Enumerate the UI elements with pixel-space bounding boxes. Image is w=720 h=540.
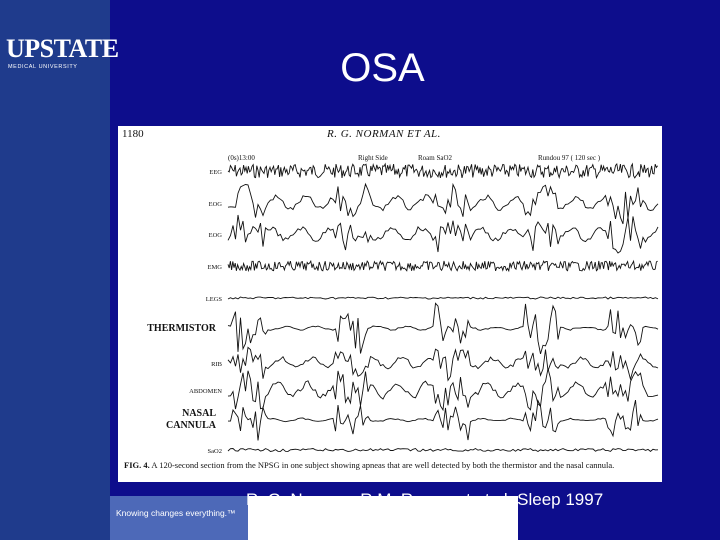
channel-label: EOG xyxy=(209,201,223,208)
tagline-box: Knowing changes everything.™ xyxy=(110,496,248,540)
header-mark: (0s)13:00 xyxy=(228,154,255,162)
figure-caption: FIG. 4. A 120-second section from the NP… xyxy=(124,460,656,470)
trace-eeg xyxy=(227,162,658,180)
figure-header-marks: (0s)13:00 Right Side Roam SaO2 Rundou 97 ( … xyxy=(228,154,601,162)
trace-eog xyxy=(227,214,659,254)
figure-header: 1180 R. G. NORMAN ET AL. xyxy=(122,128,658,142)
caption-text: A 120-second section from the NPSG in on… xyxy=(151,460,615,470)
trace-sao2 xyxy=(227,447,659,453)
channel-label: SaO2 xyxy=(208,448,222,455)
upstate-logo: UPSTATE MEDICAL UNIVERSITY xyxy=(6,34,119,71)
trace-rib xyxy=(227,346,659,382)
psg-figure: (0s)13:00 Right Side Roam SaO2 Rundou 97 ( … xyxy=(118,126,662,482)
figure-authors: R. G. NORMAN ET AL. xyxy=(327,128,441,140)
logo-subtitle: MEDICAL UNIVERSITY xyxy=(8,64,78,70)
citation: R. G. Norman, R.M. Rapoport et al. Sleep… xyxy=(246,490,604,509)
caption-label: FIG. 4. xyxy=(124,460,150,470)
header-mark: Roam SaO2 xyxy=(418,154,453,162)
trace-eog xyxy=(227,182,659,225)
trace-abdomen xyxy=(227,368,659,412)
page-number: 1180 xyxy=(122,128,144,140)
trace-thermistor xyxy=(227,302,659,355)
trace-group xyxy=(227,162,659,453)
slide-title: OSA xyxy=(340,46,425,90)
channel-label: EOG xyxy=(209,232,223,239)
sidebar: UPSTATE MEDICAL UNIVERSITY xyxy=(0,0,119,540)
channel-label: EEG xyxy=(209,169,222,176)
psg-traces: (0s)13:00 Right Side Roam SaO2 Rundou 97 ( … xyxy=(147,154,659,455)
header-mark: Right Side xyxy=(358,154,388,162)
trace-nasal-cannula xyxy=(228,399,659,441)
channel-label: LEGS xyxy=(206,296,223,303)
channel-label: ABDOMEN xyxy=(189,388,222,395)
channel-label: EMG xyxy=(208,264,223,271)
channel-labels: EEG EOG EOG EMG LEGS THERMISTOR RIB ABDOMEN NASA… xyxy=(147,169,222,455)
channel-label: CANNULA xyxy=(166,420,217,431)
channel-label: NASAL xyxy=(182,408,216,419)
trace-emg xyxy=(227,259,658,273)
channel-label: THERMISTOR xyxy=(147,323,216,334)
logo-wordmark: UPSTATE xyxy=(6,34,119,63)
tagline: Knowing changes everything.™ xyxy=(116,508,236,518)
header-mark: Rundou 97 ( 120 sec ) xyxy=(538,154,601,162)
trace-legs xyxy=(227,296,659,300)
channel-label: RIB xyxy=(211,361,223,368)
